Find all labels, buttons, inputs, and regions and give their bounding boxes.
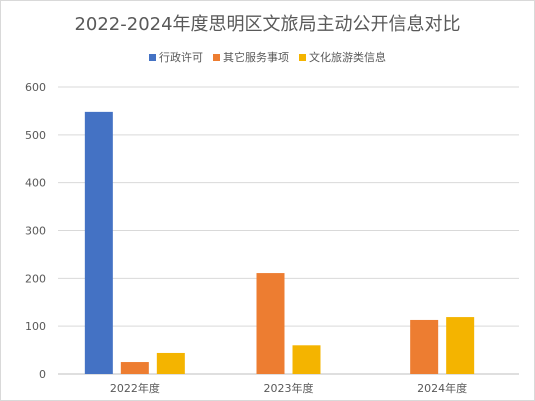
chart-title: 2022-2024年度思明区文旅局主动公开信息对比 <box>74 14 461 35</box>
bar-series-1-1 <box>84 111 113 374</box>
x-tick-label: 2024年度 <box>417 381 467 395</box>
legend: 行政许可 其它服务事项 文化旅游类信息 <box>1 49 534 65</box>
bar-series-2-1 <box>120 362 149 374</box>
x-tick-label: 2022年度 <box>110 381 160 395</box>
legend-item-series-1: 行政许可 <box>149 49 203 65</box>
legend-item-series-2: 其它服务事项 <box>213 49 289 65</box>
bar-series-3-1 <box>156 352 185 374</box>
y-tick-label: 300 <box>25 225 46 238</box>
legend-item-series-3: 文化旅游类信息 <box>299 49 386 65</box>
y-tick-label: 600 <box>25 81 46 94</box>
legend-label-series-2: 其它服务事项 <box>223 51 289 64</box>
x-tick-label: 2023年度 <box>264 381 314 395</box>
bar-series-2-2 <box>256 273 285 374</box>
legend-swatch-series-2 <box>213 53 220 61</box>
legend-swatch-series-3 <box>299 53 306 61</box>
legend-label-series-3: 文化旅游类信息 <box>309 51 386 64</box>
y-tick-label: 500 <box>25 129 46 142</box>
legend-swatch-series-1 <box>149 53 156 61</box>
y-tick-label: 100 <box>25 320 46 333</box>
bar-series-2-3 <box>410 319 439 374</box>
bar-series-3-2 <box>292 345 321 374</box>
legend-label-series-1: 行政许可 <box>159 51 203 64</box>
bar-series-3-3 <box>446 317 475 374</box>
y-tick-label: 0 <box>39 368 46 381</box>
y-tick-label: 400 <box>25 177 46 190</box>
y-tick-label: 200 <box>25 272 46 285</box>
